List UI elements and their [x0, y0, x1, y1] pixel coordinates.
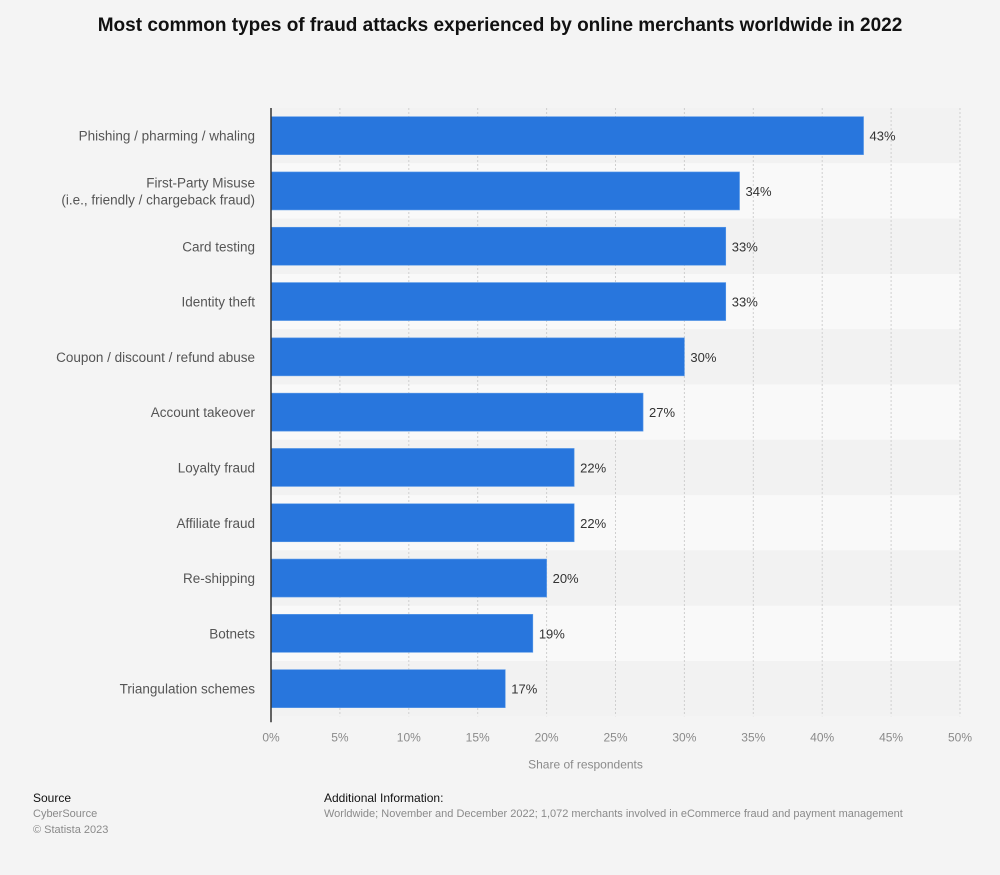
source-name[interactable]: CyberSource [33, 808, 98, 820]
category-label: First-Party Misuse [146, 175, 255, 190]
bar [270, 614, 534, 653]
value-label: 34% [746, 184, 772, 199]
value-label: 43% [870, 129, 896, 144]
category-label: Account takeover [151, 405, 256, 420]
category-label: (i.e., friendly / chargeback fraud) [61, 192, 255, 207]
value-label: 33% [732, 239, 758, 254]
additional-info-heading: Additional Information: [324, 791, 444, 805]
category-label: Card testing [182, 239, 255, 254]
value-label: 22% [580, 460, 606, 475]
x-tick-label: 45% [879, 730, 903, 744]
bar [270, 503, 575, 543]
bar [270, 558, 547, 598]
category-label: Coupon / discount / refund abuse [56, 350, 255, 365]
value-label: 17% [511, 682, 537, 697]
bar [270, 282, 727, 321]
value-label: 33% [732, 295, 758, 310]
value-label: 19% [539, 626, 565, 641]
value-label: 22% [580, 516, 606, 531]
bar [270, 116, 864, 155]
chart-title: Most common types of fraud attacks exper… [97, 15, 903, 36]
x-tick-label: 15% [466, 730, 490, 744]
x-tick-label: 20% [535, 730, 559, 744]
copyright: © Statista 2023 [33, 824, 109, 836]
x-tick-label: 35% [741, 730, 765, 744]
category-label: Affiliate fraud [176, 516, 255, 531]
x-tick-label: 50% [948, 730, 972, 744]
x-tick-label: 30% [672, 730, 696, 744]
bar-chart: 0% 5% 10% 15% 20% 25% 30% 35% 40% 45% 50% 43% Phishi… [56, 108, 972, 771]
category-label: Identity theft [181, 295, 255, 310]
x-tick-label: 10% [397, 730, 421, 744]
value-label: 30% [690, 350, 716, 365]
x-axis-label: Share of respondents [528, 757, 643, 771]
x-tick-label: 5% [331, 730, 349, 744]
category-label: Re-shipping [183, 571, 255, 586]
category-label: Loyalty fraud [178, 460, 255, 475]
source-block: Source CyberSource © Statista 2023 [33, 790, 108, 838]
value-label: 20% [553, 571, 579, 586]
source-heading: Source [33, 791, 72, 805]
additional-info-text: Worldwide; November and December 2022; 1… [324, 808, 903, 820]
bar [270, 448, 575, 487]
bar [270, 226, 727, 266]
category-label: Phishing / pharming / whaling [79, 129, 255, 144]
bar [270, 669, 506, 708]
value-label: 27% [649, 405, 675, 420]
category-label: Botnets [209, 626, 255, 641]
additional-info-block: Additional Information: Worldwide; Novem… [324, 790, 903, 822]
bar [270, 171, 740, 211]
x-tick-label: 25% [603, 730, 627, 744]
bar [270, 337, 685, 377]
x-tick-label: 0% [262, 730, 280, 744]
bar [270, 392, 644, 432]
x-tick-label: 40% [810, 730, 834, 744]
category-label: Triangulation schemes [120, 682, 256, 697]
